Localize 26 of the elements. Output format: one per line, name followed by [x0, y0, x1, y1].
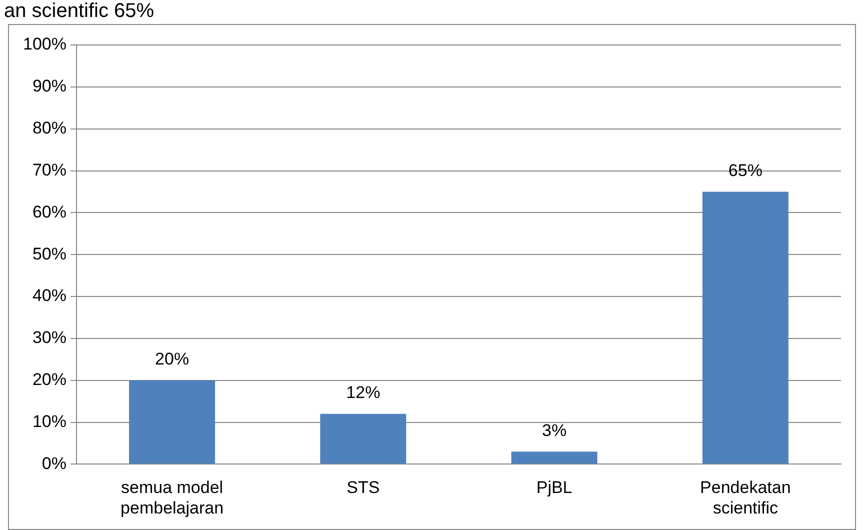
data-label: 12% — [346, 383, 380, 402]
data-label: 3% — [542, 420, 567, 440]
category-label: semua model — [121, 478, 224, 498]
y-tick-label: 80% — [32, 118, 66, 138]
bar — [129, 380, 216, 464]
y-tick-label: 100% — [22, 34, 66, 54]
bar — [320, 414, 406, 464]
y-tick-label: 40% — [32, 286, 66, 306]
y-tick-label: 60% — [32, 202, 66, 222]
x-tick-label: PjBL — [536, 478, 572, 498]
y-tick-label: 10% — [32, 412, 66, 431]
category-label: scientific — [712, 498, 778, 518]
bar — [511, 452, 598, 464]
category-label: pembelajaran — [120, 498, 224, 518]
y-tick-label: 90% — [32, 76, 66, 96]
data-label: 65% — [728, 160, 762, 180]
y-tick-label: 50% — [32, 244, 66, 264]
y-tick-label: 70% — [32, 160, 66, 180]
y-tick-label: 30% — [32, 328, 66, 348]
data-label: 20% — [155, 350, 190, 369]
y-tick-label: 0% — [42, 454, 66, 473]
category-label: Pendekatan — [700, 478, 791, 498]
x-tick-label: STS — [346, 478, 380, 498]
bar — [702, 192, 788, 464]
y-tick-label: 20% — [32, 370, 66, 390]
text: an scientific 65% — [4, 0, 154, 22]
